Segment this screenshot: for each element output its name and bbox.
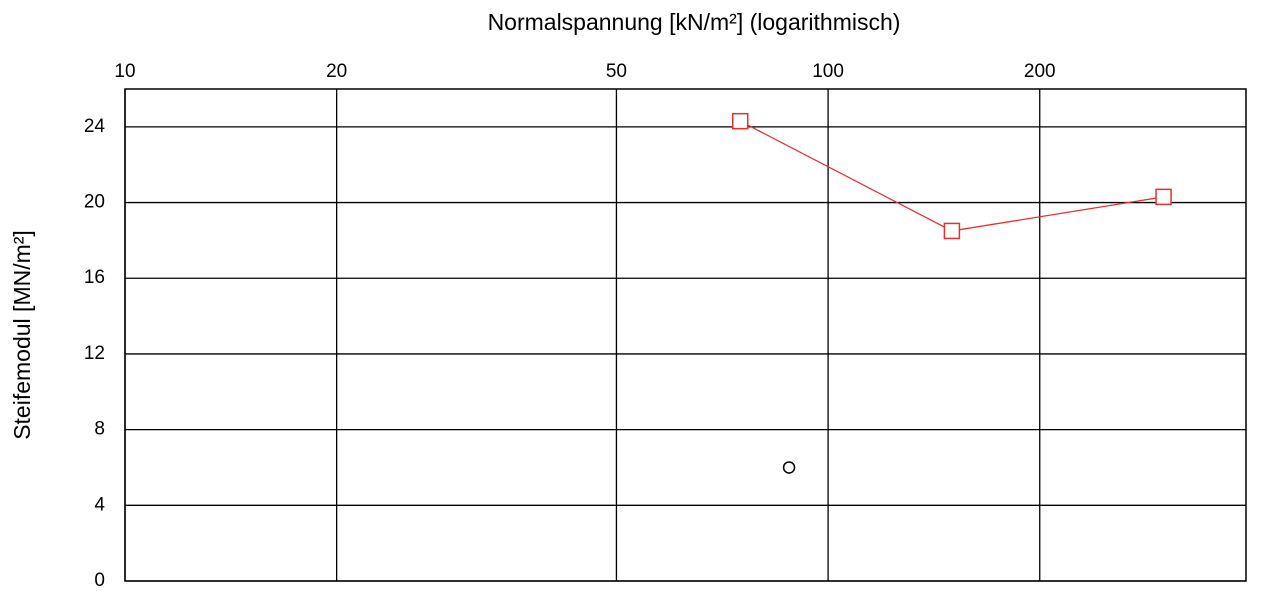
marker: [731, 112, 749, 130]
y-tick-label: 24: [84, 116, 106, 137]
y-tick-label: 16: [84, 267, 105, 288]
series-line: [739, 120, 1164, 232]
y-tick-label: 0: [94, 570, 105, 591]
y-tick-label: 12: [84, 343, 105, 364]
x-tick-label: 10: [114, 61, 135, 82]
y-tick-label: 4: [94, 494, 105, 515]
marker: [943, 222, 961, 240]
marker: [1155, 188, 1172, 206]
x-tick-label: 200: [1024, 61, 1056, 82]
plot-frame: [124, 88, 1247, 582]
y-axis-label: Steifemodul [MN/m²]: [9, 230, 35, 440]
y-tick-label: 8: [94, 419, 105, 440]
x-tick-label: 20: [326, 61, 347, 82]
y-tick-label: 20: [84, 192, 105, 213]
x-tick-label: 100: [812, 61, 844, 82]
marker: [782, 461, 796, 474]
x-axis-label: Normalspannung [kN/m²] (logarithmisch): [488, 9, 901, 35]
x-tick-label: 50: [606, 61, 627, 82]
